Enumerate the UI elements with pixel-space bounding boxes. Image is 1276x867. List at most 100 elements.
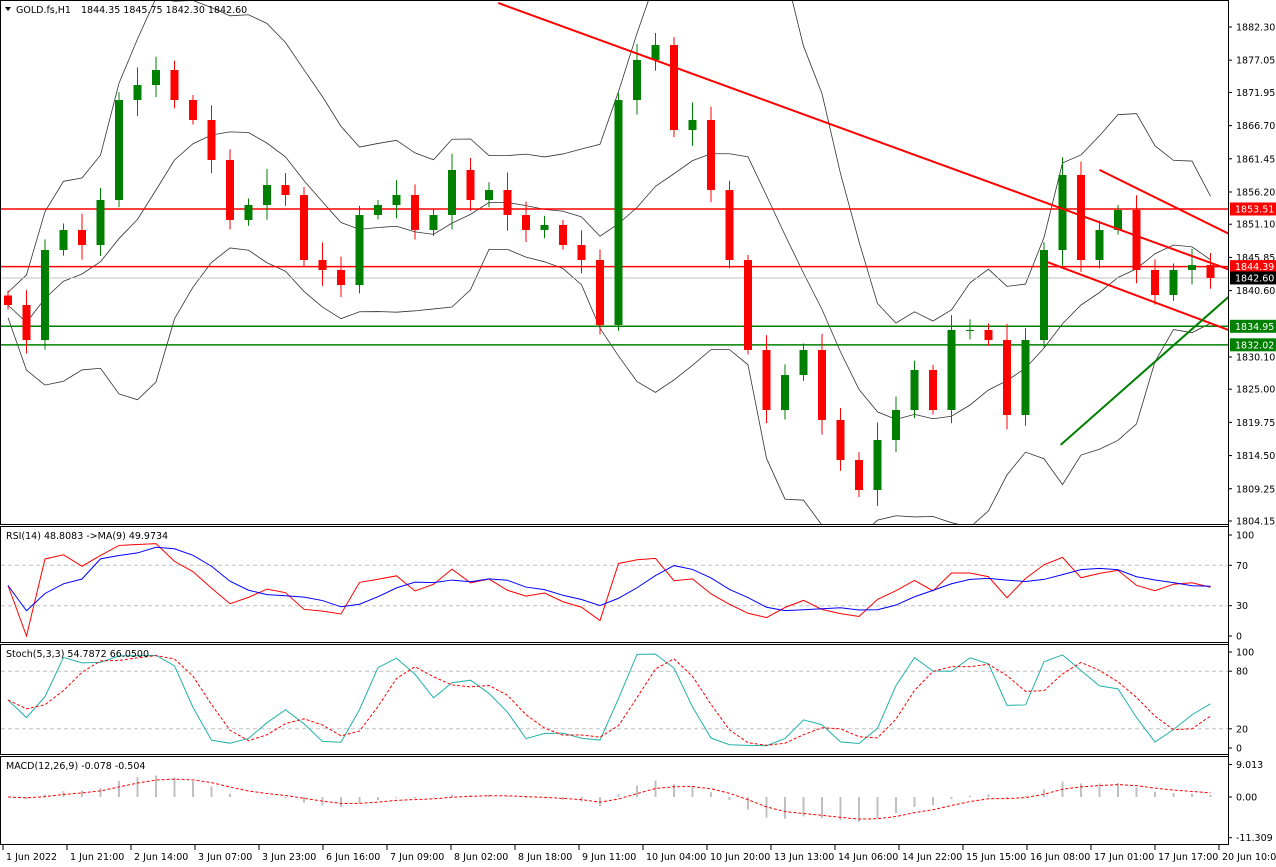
- candle[interactable]: [244, 198, 253, 226]
- time-tick-label: 17 Jun 01:00: [1094, 852, 1154, 863]
- candle[interactable]: [448, 153, 456, 230]
- candle[interactable]: [1169, 263, 1178, 301]
- candle[interactable]: [1206, 252, 1215, 289]
- candle-body: [1114, 209, 1122, 230]
- trendline[interactable]: [1099, 168, 1237, 238]
- candle[interactable]: [503, 172, 512, 231]
- candle[interactable]: [318, 242, 327, 286]
- candle[interactable]: [873, 422, 882, 506]
- candle[interactable]: [966, 319, 974, 340]
- candle[interactable]: [466, 157, 475, 211]
- candle-body: [744, 259, 752, 351]
- candle[interactable]: [59, 223, 68, 256]
- candle[interactable]: [355, 205, 364, 294]
- stoch-panel[interactable]: [0, 644, 1229, 755]
- candle[interactable]: [41, 239, 49, 350]
- trendline[interactable]: [1059, 290, 1237, 446]
- trendline[interactable]: [497, 2, 1236, 272]
- candle[interactable]: [337, 256, 345, 298]
- candle[interactable]: [22, 290, 31, 354]
- candle[interactable]: [947, 315, 956, 424]
- candle[interactable]: [1077, 161, 1085, 273]
- candle-body: [485, 190, 493, 201]
- time-tick-label: 10 Jun 04:00: [646, 852, 706, 863]
- candle[interactable]: [836, 407, 845, 471]
- candle[interactable]: [910, 360, 919, 419]
- candle-body: [411, 195, 419, 230]
- time-tick-label: 16 Jun 08:00: [1030, 852, 1090, 863]
- candle[interactable]: [984, 323, 993, 346]
- price-tick-label: 1830.10: [1236, 352, 1275, 363]
- candle[interactable]: [1188, 248, 1196, 285]
- candle[interactable]: [4, 290, 12, 310]
- candle[interactable]: [1003, 323, 1011, 430]
- candle[interactable]: [133, 67, 142, 116]
- candle-body: [1003, 340, 1011, 415]
- candle[interactable]: [670, 37, 678, 138]
- candle[interactable]: [96, 187, 105, 256]
- candle[interactable]: [115, 92, 123, 208]
- candle[interactable]: [725, 180, 734, 269]
- candle[interactable]: [707, 106, 715, 203]
- candle[interactable]: [799, 343, 808, 381]
- candle[interactable]: [281, 173, 290, 206]
- candle[interactable]: [411, 184, 419, 240]
- candle[interactable]: [559, 219, 567, 250]
- candle[interactable]: [170, 60, 179, 109]
- rsi-line: [7, 543, 1211, 638]
- candle[interactable]: [207, 105, 216, 174]
- candle[interactable]: [226, 149, 234, 230]
- bollinger-upper-band: [7, 1, 1211, 324]
- candle[interactable]: [818, 333, 826, 435]
- candle[interactable]: [300, 187, 308, 268]
- price-label-badge: [1230, 202, 1276, 216]
- time-tick-label: 20 Jun 10:00: [1222, 852, 1276, 863]
- rsi-panel[interactable]: [0, 526, 1229, 643]
- candle[interactable]: [1151, 259, 1159, 305]
- candle[interactable]: [855, 452, 863, 498]
- candle[interactable]: [152, 56, 160, 98]
- time-tick-label: 14 Jun 06:00: [838, 852, 898, 863]
- candle[interactable]: [762, 335, 771, 424]
- candle[interactable]: [1132, 195, 1141, 284]
- candle[interactable]: [651, 33, 660, 71]
- candle[interactable]: [1040, 242, 1048, 348]
- candle[interactable]: [392, 180, 401, 219]
- candle[interactable]: [78, 213, 86, 260]
- candle[interactable]: [929, 364, 937, 415]
- trendline[interactable]: [1047, 261, 1237, 333]
- candle[interactable]: [1058, 157, 1067, 266]
- candle[interactable]: [744, 254, 752, 355]
- candle[interactable]: [189, 94, 197, 125]
- candle[interactable]: [540, 215, 549, 239]
- candle[interactable]: [374, 199, 382, 220]
- macd-panel[interactable]: [0, 756, 1229, 845]
- candle[interactable]: [688, 102, 697, 146]
- candle[interactable]: [263, 168, 271, 220]
- price-tick-label: 1840.60: [1236, 286, 1275, 297]
- price-tick-label: 1804.15: [1236, 516, 1275, 527]
- candle[interactable]: [1095, 220, 1104, 269]
- time-tick-label: 13 Jun 13:00: [774, 852, 834, 863]
- candle-body: [281, 185, 290, 196]
- candle[interactable]: [522, 201, 530, 243]
- candle[interactable]: [1021, 328, 1030, 426]
- candle-body: [41, 250, 49, 341]
- candle-body: [503, 190, 512, 215]
- time-tick-label: 7 Jun 09:00: [390, 852, 444, 863]
- indicator-tick-label: 0: [1236, 744, 1242, 755]
- price-label-text: 1832.02: [1235, 340, 1274, 351]
- candle-body: [448, 169, 456, 215]
- candle[interactable]: [614, 93, 623, 331]
- dropdown-triangle-icon[interactable]: [5, 7, 11, 11]
- candle[interactable]: [781, 364, 789, 420]
- candle[interactable]: [892, 396, 900, 453]
- candle[interactable]: [596, 249, 604, 335]
- time-tick-label: 1 Jun 21:00: [70, 852, 124, 863]
- candle[interactable]: [633, 43, 641, 115]
- candle[interactable]: [577, 230, 586, 274]
- price-tick-label: 1877.05: [1236, 56, 1275, 67]
- candle[interactable]: [429, 208, 438, 236]
- candle[interactable]: [485, 182, 493, 208]
